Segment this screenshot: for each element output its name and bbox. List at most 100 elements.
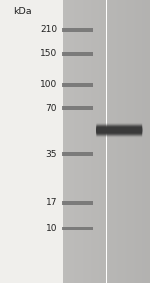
Bar <box>97 0 98 283</box>
Bar <box>147 0 148 283</box>
FancyBboxPatch shape <box>96 128 142 130</box>
Bar <box>130 0 132 283</box>
FancyBboxPatch shape <box>96 130 142 132</box>
Bar <box>108 0 109 283</box>
FancyBboxPatch shape <box>62 152 93 156</box>
Bar <box>73 0 74 283</box>
Bar <box>87 0 88 283</box>
FancyBboxPatch shape <box>96 127 142 129</box>
FancyBboxPatch shape <box>96 133 142 135</box>
Bar <box>125 0 126 283</box>
Bar <box>138 0 139 283</box>
Bar <box>140 0 141 283</box>
FancyBboxPatch shape <box>96 125 142 127</box>
FancyBboxPatch shape <box>96 124 142 126</box>
Bar <box>80 0 81 283</box>
Bar <box>106 0 108 283</box>
Bar <box>88 0 89 283</box>
FancyBboxPatch shape <box>96 130 142 133</box>
FancyBboxPatch shape <box>96 128 142 130</box>
Bar <box>115 0 116 283</box>
Bar <box>91 0 92 283</box>
Bar <box>129 0 130 283</box>
FancyBboxPatch shape <box>96 127 142 129</box>
Bar <box>94 0 96 283</box>
Bar <box>141 0 142 283</box>
FancyBboxPatch shape <box>96 131 142 133</box>
Bar <box>81 0 82 283</box>
Text: 210: 210 <box>40 25 57 34</box>
Bar <box>120 0 121 283</box>
Text: 150: 150 <box>40 49 57 58</box>
Bar <box>101 0 102 283</box>
Bar <box>114 0 115 283</box>
Bar <box>109 0 110 283</box>
FancyBboxPatch shape <box>96 132 142 134</box>
Bar <box>85 0 86 283</box>
FancyBboxPatch shape <box>62 83 93 87</box>
Bar <box>75 0 76 283</box>
Bar <box>66 0 67 283</box>
FancyBboxPatch shape <box>62 52 93 55</box>
Bar <box>99 0 100 283</box>
FancyBboxPatch shape <box>96 129 142 131</box>
Bar <box>122 0 123 283</box>
Bar <box>103 0 104 283</box>
Bar <box>146 0 147 283</box>
FancyBboxPatch shape <box>96 127 142 129</box>
Bar <box>64 0 65 283</box>
Bar <box>67 0 68 283</box>
Text: 100: 100 <box>40 80 57 89</box>
FancyBboxPatch shape <box>96 131 142 133</box>
FancyBboxPatch shape <box>96 125 142 128</box>
FancyBboxPatch shape <box>62 28 93 31</box>
FancyBboxPatch shape <box>96 126 142 128</box>
Bar <box>123 0 124 283</box>
Bar <box>65 0 66 283</box>
Bar <box>86 0 87 283</box>
FancyBboxPatch shape <box>96 132 142 134</box>
FancyBboxPatch shape <box>96 133 142 135</box>
Text: 35: 35 <box>45 150 57 159</box>
Text: 17: 17 <box>45 198 57 207</box>
FancyBboxPatch shape <box>96 128 142 131</box>
Bar <box>98 0 99 283</box>
FancyBboxPatch shape <box>96 129 142 131</box>
FancyBboxPatch shape <box>96 128 142 130</box>
Bar <box>100 0 101 283</box>
FancyBboxPatch shape <box>62 106 93 110</box>
Bar <box>134 0 135 283</box>
Bar <box>124 0 125 283</box>
Bar <box>145 0 146 283</box>
Bar <box>74 0 75 283</box>
Bar <box>71 0 72 283</box>
Bar <box>139 0 140 283</box>
FancyBboxPatch shape <box>62 201 93 205</box>
Bar <box>105 0 106 283</box>
Bar <box>137 0 138 283</box>
Bar <box>90 0 91 283</box>
Text: 70: 70 <box>45 104 57 113</box>
Bar <box>121 0 122 283</box>
Bar <box>127 0 128 283</box>
Bar <box>93 0 94 283</box>
Bar <box>84 0 85 283</box>
FancyBboxPatch shape <box>62 226 93 230</box>
Bar <box>136 0 137 283</box>
Bar <box>83 0 84 283</box>
FancyBboxPatch shape <box>96 124 142 126</box>
Bar <box>112 0 113 283</box>
Bar <box>63 0 64 283</box>
Bar <box>68 0 69 283</box>
Bar <box>69 0 71 283</box>
Bar <box>128 0 129 283</box>
Bar <box>96 0 97 283</box>
Bar <box>79 0 80 283</box>
FancyBboxPatch shape <box>96 132 142 134</box>
FancyBboxPatch shape <box>96 132 142 135</box>
Bar <box>126 0 127 283</box>
Bar <box>72 0 73 283</box>
FancyBboxPatch shape <box>96 126 142 128</box>
FancyBboxPatch shape <box>96 130 142 132</box>
Bar <box>117 0 118 283</box>
